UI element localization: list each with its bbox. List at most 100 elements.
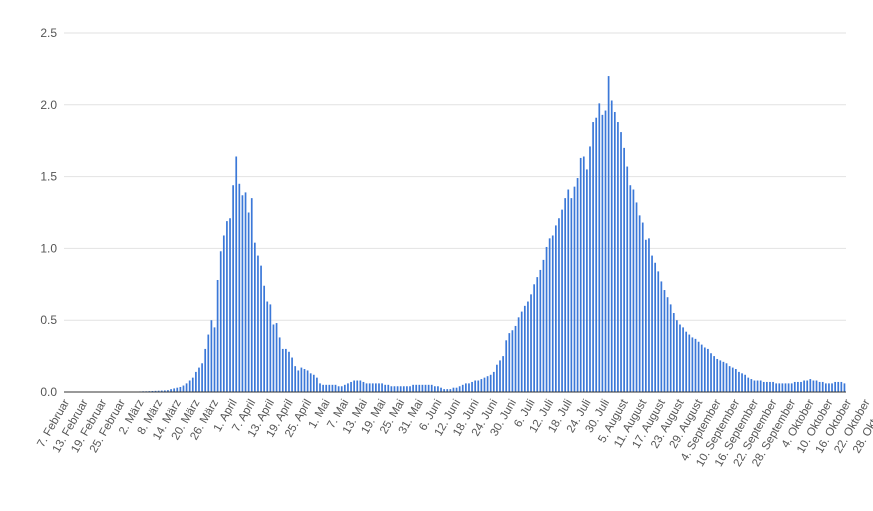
bar (483, 377, 486, 392)
bar (756, 380, 759, 392)
y-tick-label: 0.0 (40, 385, 57, 399)
bar (734, 369, 737, 392)
bar (424, 384, 427, 392)
bar (787, 383, 790, 392)
bar (657, 271, 660, 392)
bar (719, 360, 722, 392)
y-tick-label: 0.5 (40, 313, 57, 327)
bar (573, 186, 576, 392)
bar (319, 383, 321, 392)
bar (834, 381, 836, 392)
bar (306, 370, 309, 392)
bar (806, 380, 809, 392)
bar (334, 384, 337, 392)
y-tick-label: 1.0 (40, 241, 57, 255)
bar (219, 251, 222, 392)
bar (666, 297, 669, 392)
bar (710, 353, 712, 392)
bar (337, 386, 340, 392)
bar (812, 380, 815, 392)
y-tick-label: 1.5 (40, 170, 57, 184)
bar (471, 381, 473, 392)
bar (285, 348, 287, 392)
bar (266, 301, 269, 392)
bar (784, 383, 787, 392)
bar (592, 122, 594, 392)
bar (595, 117, 598, 392)
bar (260, 265, 262, 392)
bar (430, 384, 433, 392)
bar (815, 380, 818, 392)
bar (250, 198, 253, 392)
bar (781, 383, 784, 392)
bar (489, 374, 492, 392)
bar (545, 246, 548, 392)
bar (390, 386, 393, 392)
bar (309, 373, 312, 392)
bar (703, 347, 706, 392)
bar (539, 269, 542, 392)
bar (682, 327, 684, 392)
bar (511, 330, 514, 392)
bar (406, 386, 408, 392)
bar (623, 147, 625, 392)
bar (601, 114, 604, 392)
bar (452, 387, 455, 392)
bar (281, 348, 284, 392)
y-tick-label: 2.0 (40, 98, 57, 112)
bar (229, 218, 231, 392)
bar (173, 388, 176, 392)
bar (586, 169, 588, 392)
bar (465, 383, 467, 392)
bar (238, 183, 241, 392)
bar (617, 122, 619, 392)
bar (654, 262, 657, 392)
bar (263, 285, 266, 392)
bar (300, 367, 303, 392)
bar (824, 383, 827, 392)
bar (772, 381, 774, 392)
bar (365, 383, 368, 392)
bar (831, 383, 833, 392)
bar (663, 290, 666, 392)
bar (750, 379, 753, 392)
bar (331, 384, 334, 392)
bar (291, 357, 293, 392)
bar (700, 344, 703, 392)
bar (402, 386, 405, 392)
bar (433, 386, 436, 392)
bar (517, 317, 520, 392)
bar (589, 146, 591, 392)
bar (170, 389, 172, 392)
bar (530, 294, 532, 392)
bar (232, 185, 234, 392)
bar (632, 189, 635, 392)
bar (207, 334, 210, 392)
bar (713, 356, 715, 392)
bar (375, 383, 377, 392)
bar (651, 255, 653, 392)
bar (648, 238, 650, 392)
bar (722, 361, 725, 392)
bar (474, 380, 477, 392)
bar (396, 386, 399, 392)
bar (843, 383, 846, 392)
bar (449, 389, 452, 392)
bar (160, 390, 163, 392)
bar (294, 366, 297, 392)
bar (393, 386, 396, 392)
bar (672, 313, 675, 392)
bar (697, 341, 700, 392)
bar (716, 358, 719, 392)
bar (604, 110, 607, 392)
bar (837, 381, 840, 392)
bar (216, 279, 219, 392)
bar (679, 324, 681, 392)
bar (691, 337, 694, 392)
bar (800, 381, 802, 392)
bar (660, 281, 663, 392)
bar (548, 238, 551, 392)
bar (731, 367, 734, 392)
bar (797, 381, 799, 392)
